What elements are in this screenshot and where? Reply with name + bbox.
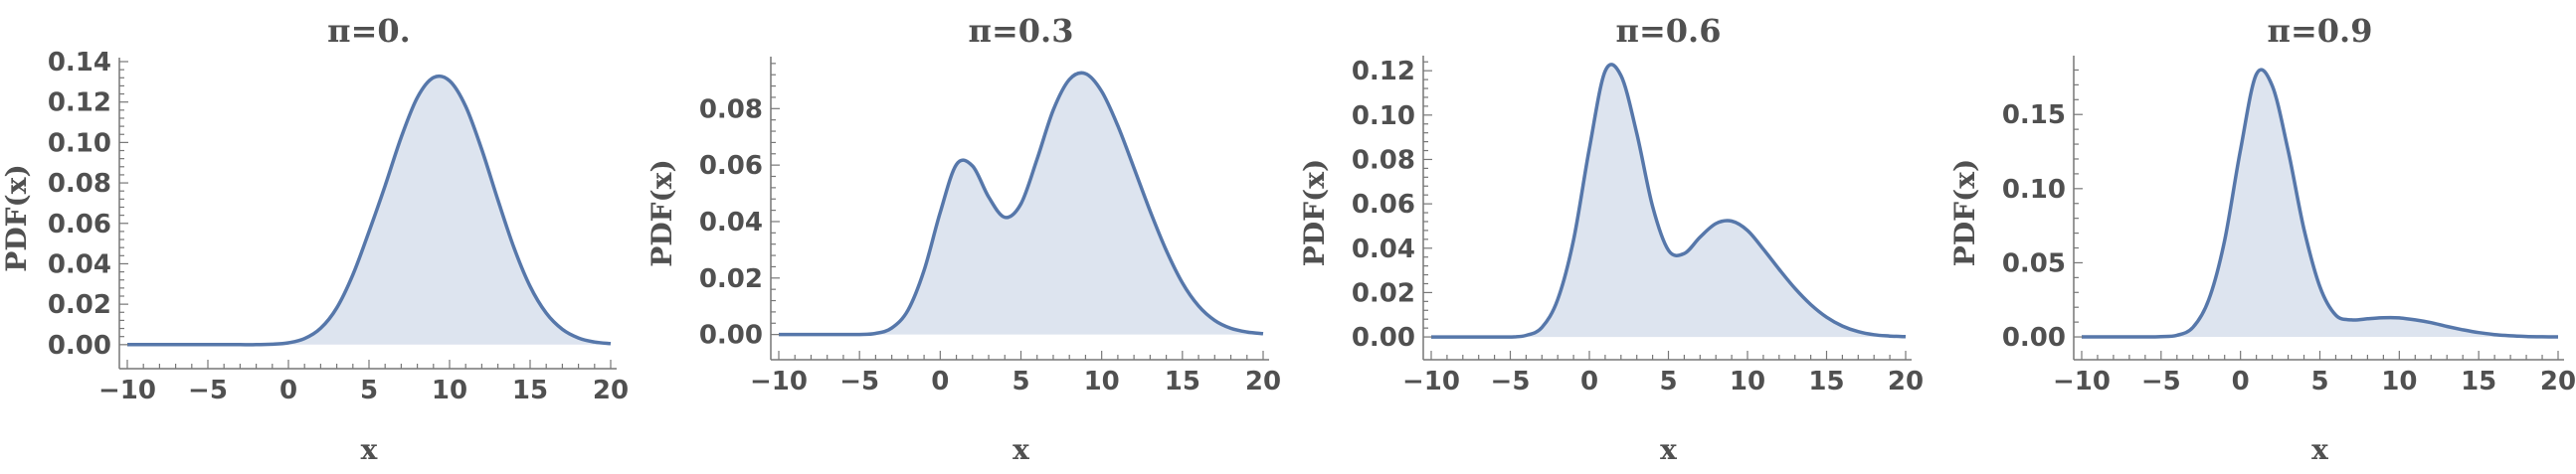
- x-tick-label: 20: [2540, 367, 2576, 396]
- y-tick-label: 0.04: [699, 208, 763, 237]
- y-tick-label: 0.00: [48, 331, 111, 361]
- x-tick-label: 15: [1808, 367, 1844, 396]
- x-tick-label: 5: [2310, 367, 2328, 396]
- x-tick-label: −5: [1491, 367, 1531, 396]
- x-tick-label: 20: [593, 376, 629, 405]
- y-tick-label: 0.10: [48, 128, 111, 158]
- y-tick-label: 0.08: [1352, 145, 1415, 175]
- x-tick-label: 10: [1084, 367, 1120, 396]
- y-tick-label: 0.04: [1352, 235, 1415, 264]
- x-tick-label: 10: [432, 376, 467, 405]
- chart-panel-2: π=0.3 −10 −5 0 5 10 15 20 0.00 0.02 0.04 0.06 0.08 x P…: [645, 12, 1281, 466]
- x-tick-label: 20: [1888, 367, 1924, 396]
- x-tick-label: 0: [931, 367, 949, 396]
- y-axis-label: PDF(x): [0, 164, 33, 271]
- y-tick-label: 0.02: [48, 290, 111, 320]
- x-tick-label: −5: [839, 367, 879, 396]
- area-fill: [1431, 64, 1906, 338]
- x-tick-label: 20: [1245, 367, 1281, 396]
- y-tick-label: 0.05: [2002, 248, 2066, 278]
- y-tick-label: 0.02: [699, 264, 763, 294]
- chart-title: π=0.6: [1616, 12, 1722, 50]
- x-tick-label: −10: [98, 376, 156, 405]
- y-tick-label: 0.14: [48, 48, 111, 78]
- chart-title: π=0.: [327, 12, 411, 50]
- x-tick-label: 0: [1580, 367, 1598, 396]
- chart-title: π=0.9: [2268, 12, 2373, 50]
- x-tick-label: 15: [2461, 367, 2496, 396]
- x-tick-label: 0: [279, 376, 297, 405]
- x-tick-label: −10: [2053, 367, 2111, 396]
- y-tick-label: 0.00: [699, 321, 763, 351]
- x-tick-label: 15: [1165, 367, 1200, 396]
- density-curve: [1430, 63, 1907, 339]
- x-tick-label: 10: [2381, 367, 2417, 396]
- y-tick-label: 0.08: [48, 169, 111, 199]
- x-tick-label: −10: [1402, 367, 1460, 396]
- y-axis-label: PDF(x): [1948, 159, 1981, 266]
- density-curve: [779, 71, 1264, 337]
- x-tick-label: 5: [1659, 367, 1677, 396]
- y-tick-label: 0.06: [1352, 190, 1415, 220]
- x-axis-label: x: [1012, 433, 1029, 466]
- y-tick-label: 0.00: [1352, 323, 1415, 353]
- y-tick-label: 0.08: [699, 94, 763, 124]
- y-tick-label: 0.04: [48, 249, 111, 279]
- x-tick-label: 5: [360, 376, 378, 405]
- area-fill: [779, 73, 1263, 335]
- y-tick-label: 0.02: [1352, 278, 1415, 308]
- x-tick-label: −5: [188, 376, 228, 405]
- y-tick-label: 0.00: [2002, 323, 2066, 353]
- y-axis-label: PDF(x): [645, 159, 678, 266]
- y-tick-label: 0.10: [1352, 101, 1415, 131]
- y-axis-label: PDF(x): [1298, 159, 1331, 266]
- area-fill: [2082, 70, 2558, 338]
- chart-panel-1: π=0. −10 −5 0 5 10 15 20 0.00 0.02 0.04 0.06 0.08 0.1…: [0, 12, 629, 466]
- y-tick-label: 0.15: [2002, 100, 2066, 130]
- y-tick-label: 0.06: [48, 210, 111, 239]
- y-tick-label: 0.06: [699, 151, 763, 181]
- x-axis-label: x: [2311, 433, 2328, 466]
- chart-panel-4: π=0.9 −10 −5 0 5 10 15 20 0.00 0.05 0.10 0.15 x PDF(x…: [1948, 12, 2576, 466]
- x-tick-label: −10: [750, 367, 808, 396]
- x-tick-label: 0: [2232, 367, 2250, 396]
- chart-title: π=0.3: [969, 12, 1074, 50]
- density-curve: [127, 74, 612, 347]
- y-tick-label: 0.12: [48, 88, 111, 118]
- x-tick-label: 15: [512, 376, 548, 405]
- y-tick-label: 0.10: [2002, 175, 2066, 205]
- chart-panel-3: π=0.6 −10 −5 0 5 10 15 20 0.00 0.02 0.04 0.06 0.08 0.…: [1298, 12, 1924, 466]
- x-tick-label: 5: [1012, 367, 1029, 396]
- x-axis-label: x: [361, 433, 378, 466]
- x-tick-label: 10: [1730, 367, 1765, 396]
- y-tick-label: 0.12: [1352, 57, 1415, 86]
- density-curve: [2082, 68, 2559, 339]
- area-fill: [127, 76, 611, 345]
- x-axis-label: x: [1660, 433, 1677, 466]
- x-tick-label: −5: [2141, 367, 2181, 396]
